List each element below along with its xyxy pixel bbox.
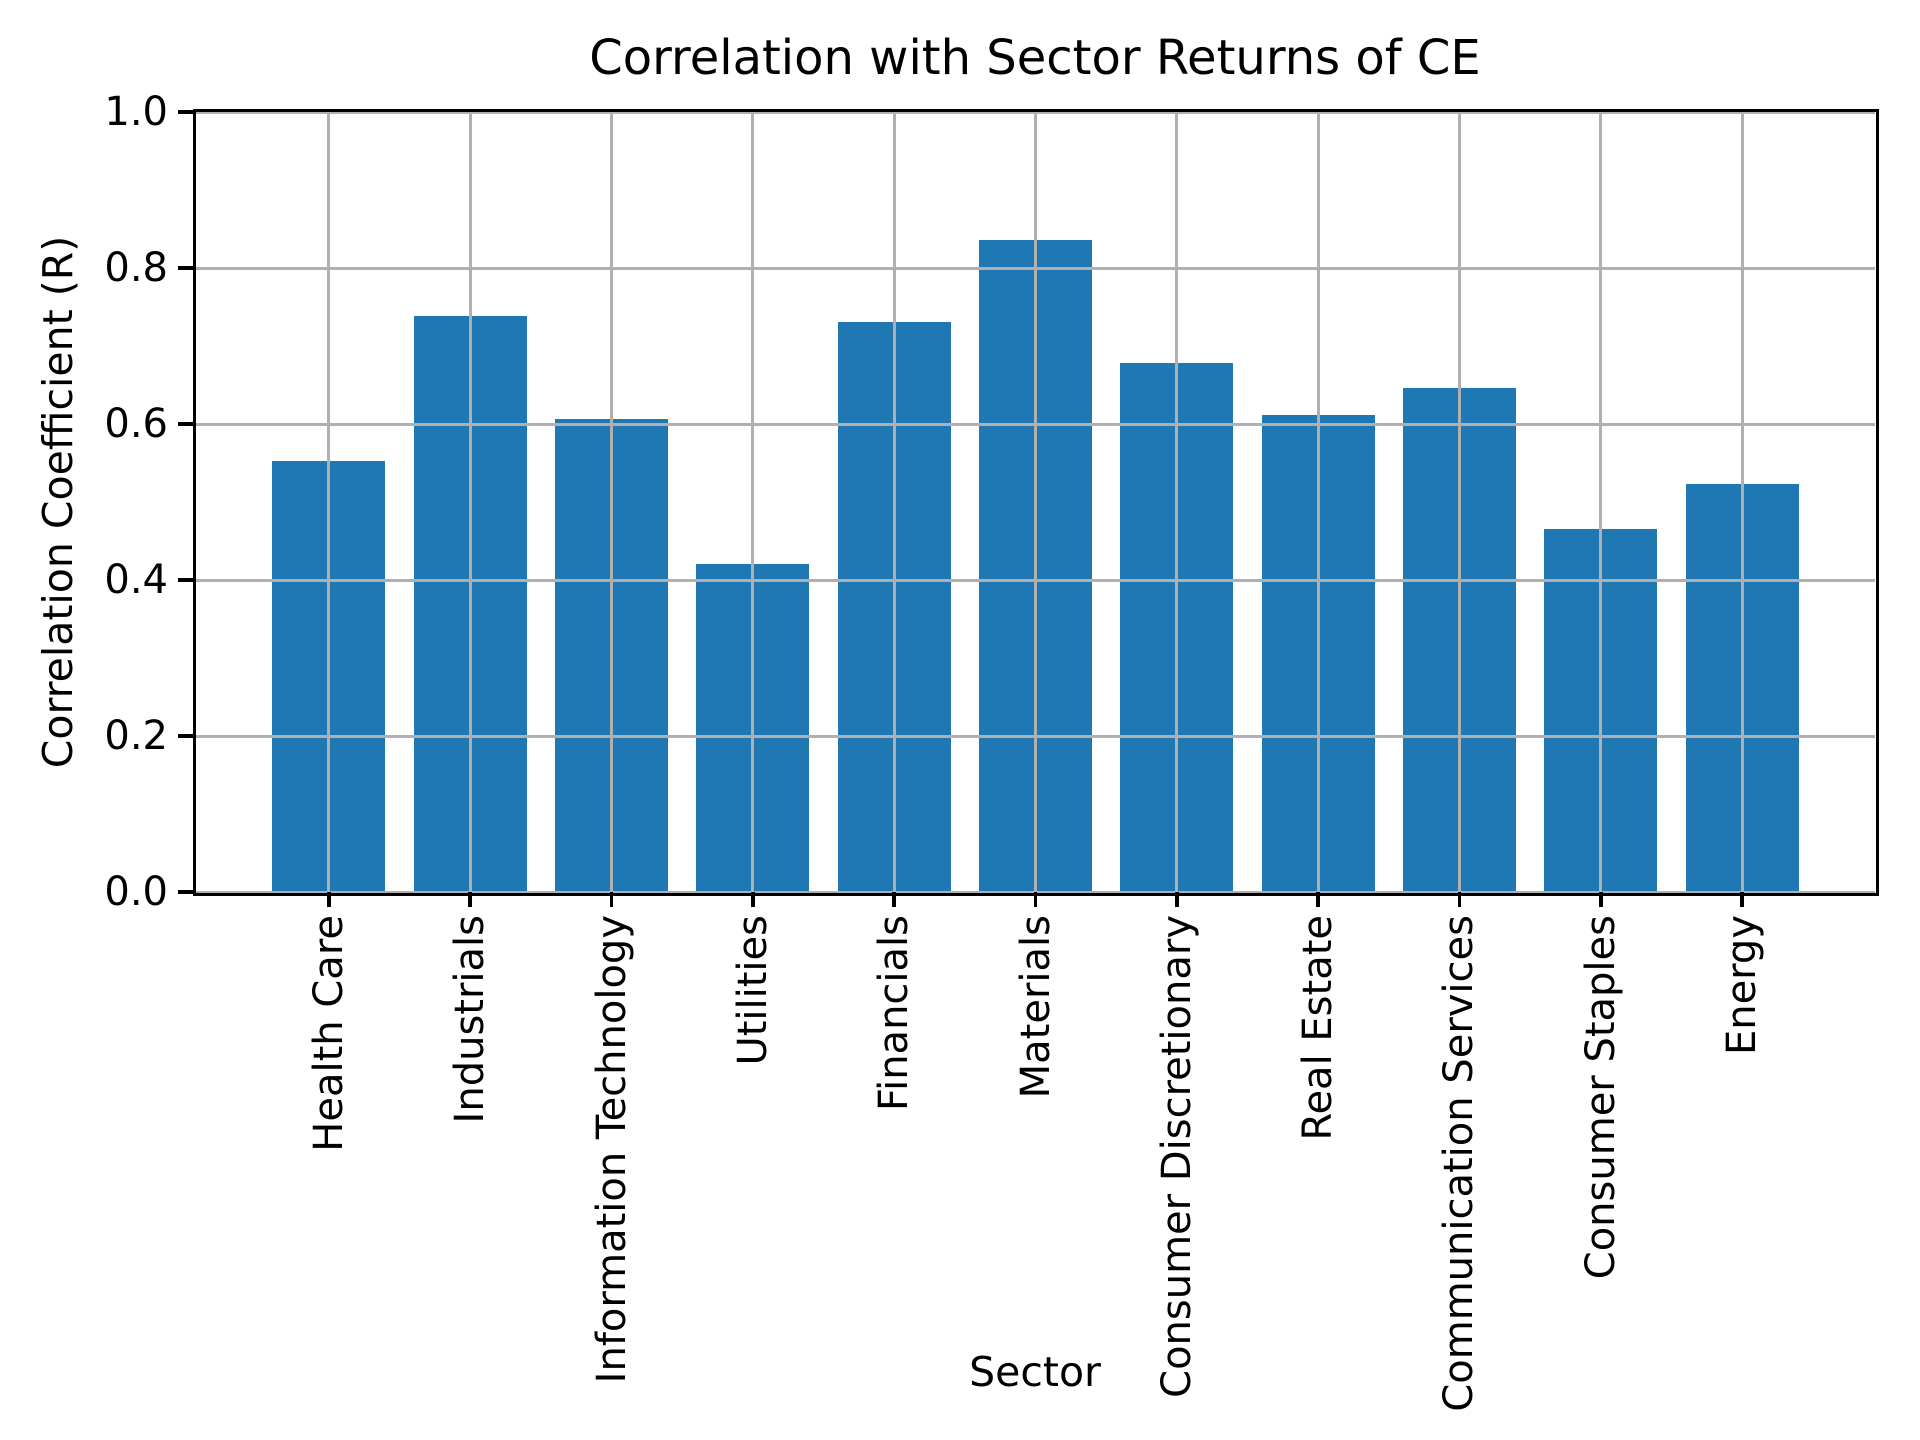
x-tick-mark: [751, 892, 755, 907]
x-tick-mark: [1316, 892, 1320, 907]
gridline-vertical: [1175, 112, 1179, 892]
y-tick-label: 0.8: [104, 245, 168, 291]
x-tick-label: Consumer Staples: [1577, 915, 1624, 1280]
x-tick-label: Energy: [1719, 915, 1766, 1056]
x-axis-label: Sector: [969, 1348, 1101, 1396]
x-tick-mark: [1740, 892, 1744, 907]
y-tick-mark: [178, 110, 193, 114]
x-tick-label: Information Technology: [588, 915, 635, 1384]
y-tick-label: 0.6: [104, 401, 168, 447]
y-tick-label: 0.0: [104, 869, 168, 915]
gridline-vertical: [610, 112, 613, 892]
gridline-vertical: [327, 112, 331, 892]
gridline-vertical: [1599, 112, 1603, 892]
gridline-vertical: [1457, 112, 1461, 892]
x-tick-mark: [1457, 892, 1462, 907]
x-tick-label: Consumer Discretionary: [1153, 915, 1200, 1398]
x-tick-mark: [892, 892, 896, 907]
x-tick-label: Real Estate: [1295, 915, 1342, 1141]
x-tick-mark: [327, 892, 331, 907]
chart-title: Correlation with Sector Returns of CE: [589, 30, 1481, 86]
gridline-vertical: [1740, 112, 1744, 892]
gridline-vertical: [468, 112, 472, 892]
y-tick-label: 0.4: [104, 557, 168, 603]
x-tick-label: Health Care: [305, 915, 352, 1152]
x-tick-label: Communication Services: [1436, 915, 1483, 1412]
gridline-vertical: [751, 112, 755, 892]
x-tick-mark: [1175, 892, 1179, 907]
x-tick-label: Industrials: [447, 915, 494, 1124]
y-tick-mark: [178, 890, 193, 894]
y-tick-label: 1.0: [104, 89, 168, 135]
grid-layer: [196, 110, 1875, 894]
x-tick-mark: [468, 892, 472, 907]
y-tick-mark: [178, 578, 193, 582]
x-tick-mark: [1599, 892, 1603, 907]
x-tick-mark: [609, 892, 614, 907]
x-tick-mark: [1033, 892, 1038, 907]
gridline-vertical: [1316, 112, 1320, 892]
x-tick-label: Utilities: [729, 915, 776, 1066]
y-tick-mark: [178, 266, 193, 270]
gridline-vertical: [1034, 112, 1037, 892]
y-axis-label: Correlation Coefficient (R): [34, 235, 82, 769]
y-tick-mark: [178, 734, 193, 738]
gridline-vertical: [892, 112, 896, 892]
y-tick-label: 0.2: [104, 713, 168, 759]
x-tick-label: Financials: [871, 915, 918, 1111]
y-tick-mark: [178, 422, 193, 426]
x-tick-label: Materials: [1012, 915, 1059, 1099]
